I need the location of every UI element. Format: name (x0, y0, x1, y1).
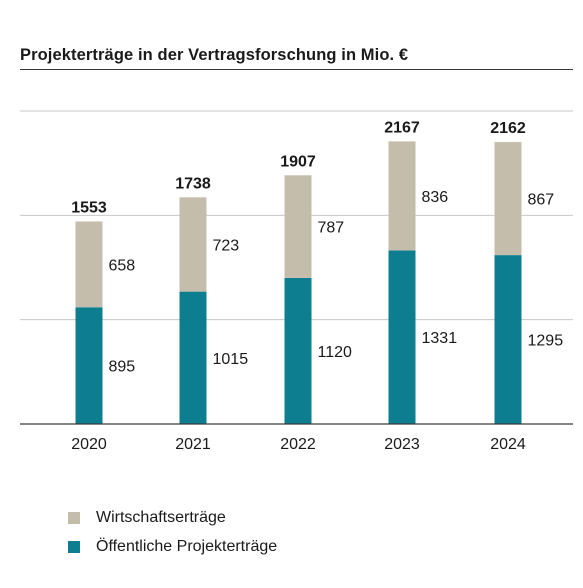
legend-label-wirtschaft: Wirtschaftserträge (96, 508, 226, 526)
value-label-public-2023: 1331 (422, 330, 458, 347)
legend: Wirtschaftserträge Öffentliche Projekter… (68, 503, 277, 561)
chart-title: Projekterträge in der Vertragsforschung … (20, 46, 409, 64)
total-label-2020: 1553 (71, 199, 107, 216)
value-label-industry-2021: 723 (213, 237, 240, 254)
value-label-industry-2023: 836 (422, 189, 449, 206)
total-label-2021: 1738 (175, 175, 211, 192)
total-label-2022: 1907 (280, 153, 316, 170)
value-label-public-2024: 1295 (528, 333, 564, 350)
legend-label-oeffentlich: Öffentliche Projekterträge (96, 537, 278, 555)
value-label-public-2022: 1120 (318, 344, 353, 361)
value-label-industry-2022: 787 (318, 220, 345, 237)
bar-industry-2023 (388, 141, 416, 251)
legend-item-wirtschaft: Wirtschaftserträge (68, 503, 277, 532)
total-label-2024: 2162 (490, 120, 526, 137)
bar-public-2024 (494, 255, 522, 424)
x-tick-label-2024: 2024 (490, 436, 526, 453)
stacked-bar-chart: 895 658 1553 2020 1015 723 1738 2021 1120 787 1907… (20, 110, 573, 453)
title-divider (20, 69, 573, 70)
bar-public-2020 (75, 307, 103, 424)
x-tick-label-2021: 2021 (175, 436, 211, 453)
bar-industry-2020 (75, 221, 103, 308)
bar-public-2021 (179, 291, 207, 424)
x-tick-label-2020: 2020 (71, 436, 107, 453)
legend-item-oeffentlich: Öffentliche Projekterträge (68, 532, 277, 561)
x-tick-label-2023: 2023 (384, 436, 420, 453)
value-label-public-2020: 895 (109, 359, 136, 376)
bar-public-2022 (284, 277, 312, 424)
value-label-public-2021: 1015 (213, 351, 249, 368)
bar-industry-2024 (494, 142, 522, 256)
legend-swatch-oeffentlich (68, 540, 80, 553)
value-label-industry-2020: 658 (109, 257, 136, 274)
bar-industry-2022 (284, 175, 312, 278)
bar-public-2023 (388, 250, 416, 424)
bar-industry-2021 (179, 197, 207, 292)
total-label-2023: 2167 (384, 119, 420, 136)
x-tick-label-2022: 2022 (280, 436, 316, 453)
value-label-industry-2024: 867 (528, 192, 555, 209)
legend-swatch-wirtschaft (68, 511, 80, 524)
